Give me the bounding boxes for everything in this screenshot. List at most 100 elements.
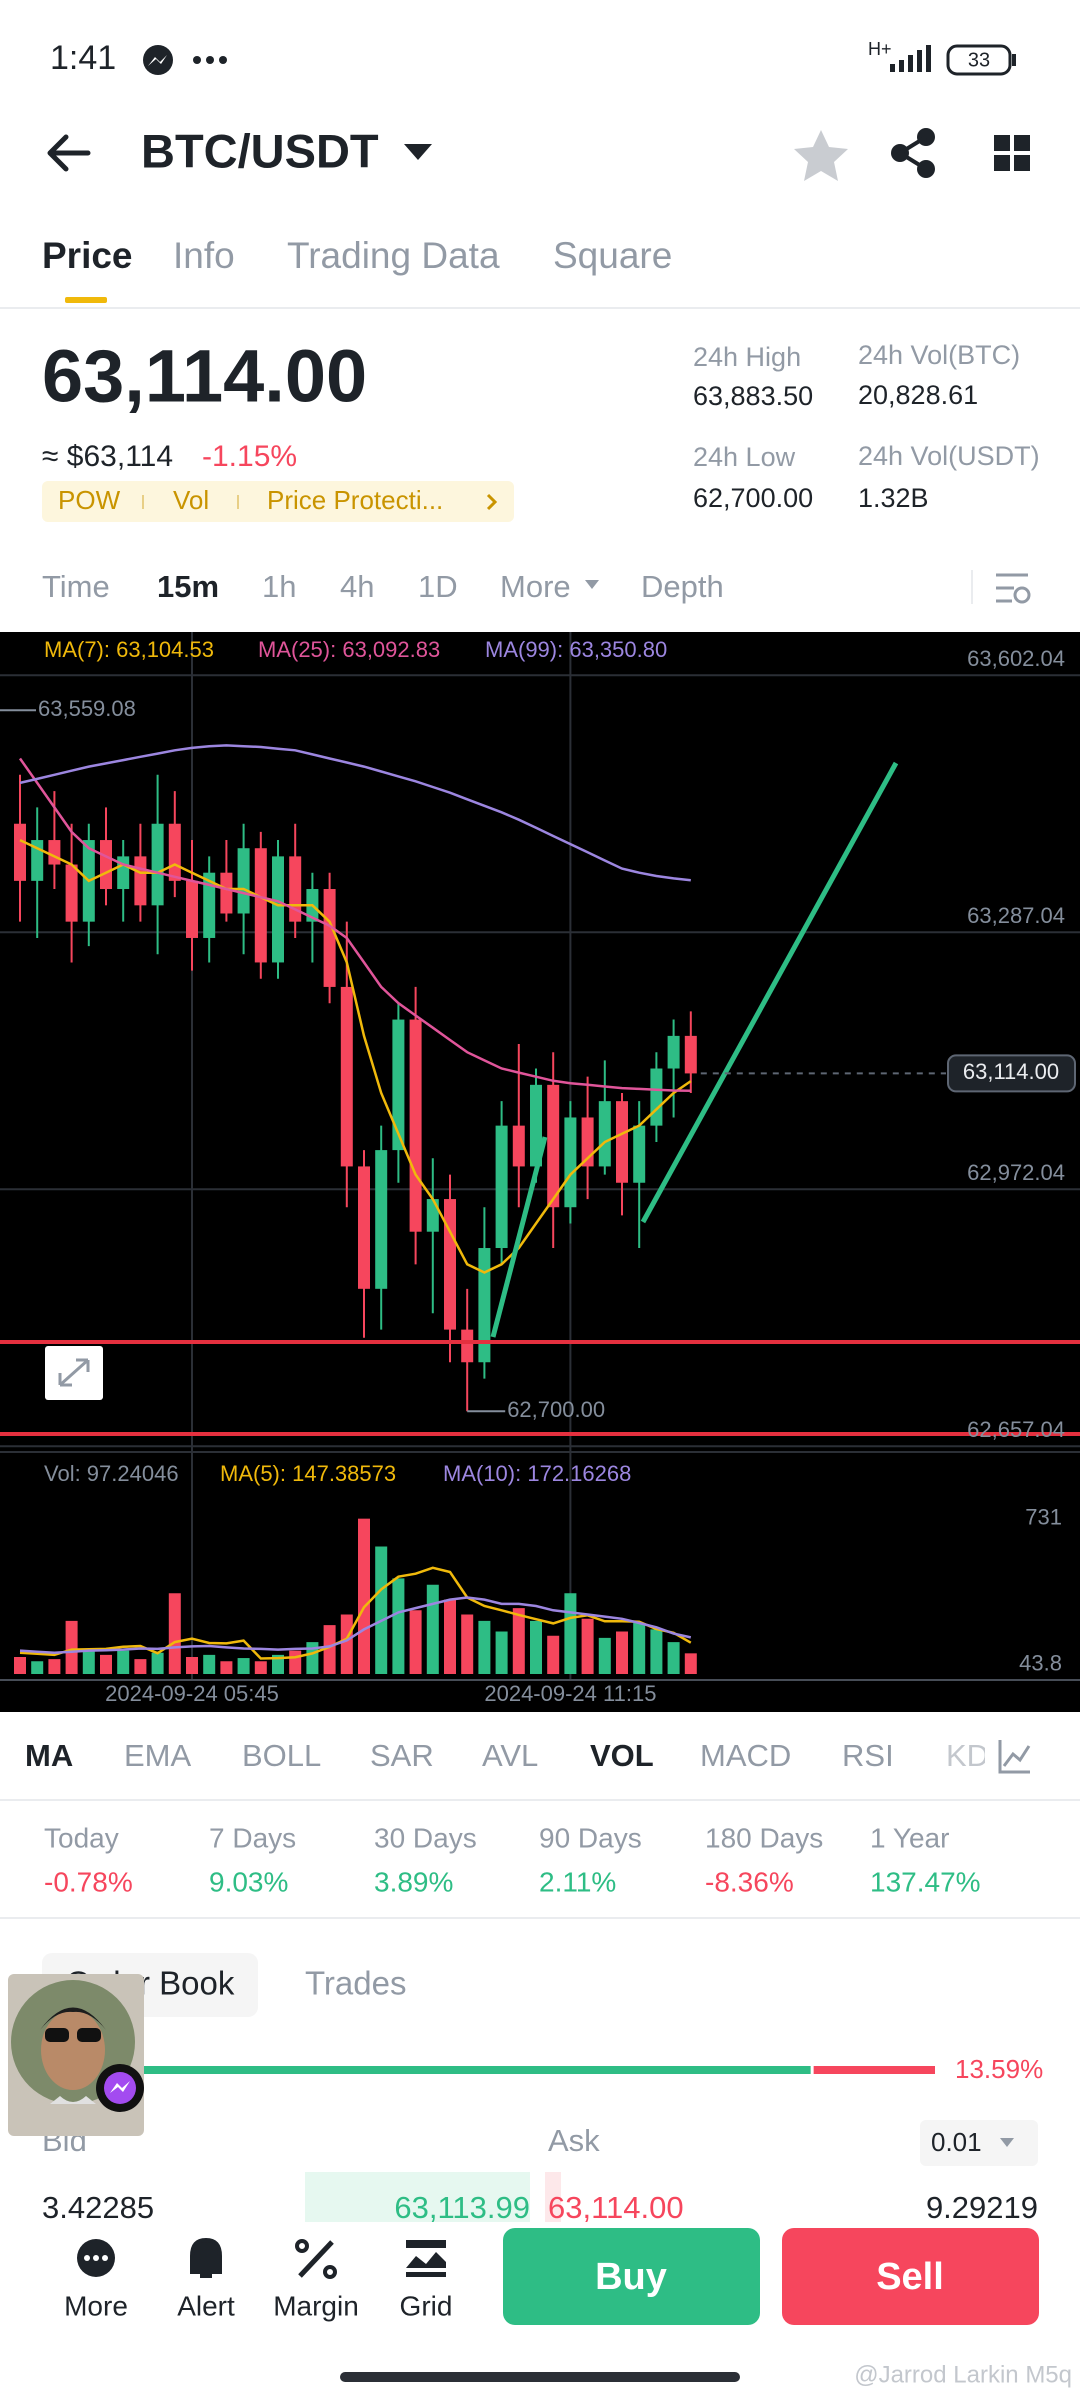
interval[interactable]: 1h (262, 569, 296, 604)
candle-body (151, 823, 164, 906)
battery-level: 33 (968, 49, 990, 71)
volume-bar (31, 1661, 44, 1674)
y-tick-label: 43.8 (1019, 1651, 1062, 1676)
volume-bar (358, 1518, 370, 1674)
ask-amount: 9.29219 (926, 2190, 1038, 2225)
volume-bar (220, 1661, 233, 1674)
indicator[interactable]: AVL (482, 1738, 538, 1773)
stat-value: 63,883.50 (693, 381, 813, 411)
candle-body (495, 1125, 508, 1249)
drawn-trendline (640, 761, 899, 1224)
indicator[interactable]: BOLL (242, 1738, 321, 1773)
volume-bar (409, 1610, 422, 1674)
nav-label[interactable]: More (64, 2290, 128, 2321)
volume-bar (564, 1593, 577, 1674)
expand-button[interactable] (45, 1346, 103, 1400)
tab[interactable]: Info (173, 235, 235, 276)
indicator-settings-icon[interactable] (998, 1740, 1031, 1774)
tab[interactable]: Square (553, 235, 672, 276)
last-price-box (947, 1054, 1076, 1093)
indicator[interactable]: KD (946, 1738, 989, 1773)
nav-icon[interactable] (77, 2239, 115, 2277)
volume-bar (495, 1631, 508, 1674)
sell-button[interactable] (782, 2228, 1039, 2325)
volume-bar (117, 1650, 130, 1674)
share-icon[interactable] (891, 128, 935, 178)
sell-label[interactable]: Sell (876, 2256, 944, 2298)
chat-head[interactable] (8, 1974, 144, 2136)
stat-value: 62,700.00 (693, 483, 813, 513)
stat-label: 24h Vol(USDT) (858, 441, 1040, 471)
interval[interactable]: 4h (340, 569, 374, 604)
back-button[interactable] (47, 134, 91, 172)
chart-settings-icon[interactable] (996, 573, 1031, 604)
buy-label[interactable]: Buy (595, 2256, 667, 2298)
candle-body (14, 823, 26, 881)
indicator[interactable]: MACD (700, 1738, 791, 1773)
status-time: 1:41 (50, 39, 116, 77)
y-tick-label: 63,287.04 (967, 903, 1065, 928)
period-change: 3.89% (374, 1866, 453, 1897)
volume-bar (272, 1654, 284, 1674)
tab[interactable]: Trading Data (287, 235, 500, 276)
interval[interactable]: Time (42, 569, 110, 604)
tag-chevron (486, 493, 498, 511)
favorite-star[interactable] (794, 130, 848, 181)
tab[interactable]: Price (42, 235, 133, 276)
legend-entry: Vol: 97.24046 (44, 1461, 179, 1486)
last-price: 63,114.00 (42, 335, 367, 418)
indicator[interactable]: VOL (590, 1738, 654, 1773)
candle-body (237, 848, 250, 914)
indicator[interactable]: MA (25, 1738, 73, 1773)
indicator[interactable]: RSI (842, 1738, 894, 1773)
volume-bar (48, 1659, 61, 1674)
period-label: 30 Days (374, 1822, 477, 1853)
pair-dropdown[interactable] (404, 144, 432, 160)
interval[interactable]: Depth (641, 569, 724, 604)
volume-bar (426, 1584, 439, 1674)
depth-bg (545, 2172, 561, 2222)
last-price-label: 63,114.00 (963, 1059, 1059, 1084)
layout-icon[interactable] (994, 135, 1030, 171)
stat-label: 24h High (693, 342, 801, 372)
ask-header: Ask (548, 2123, 600, 2158)
buy-button[interactable] (503, 2228, 760, 2325)
indicator[interactable]: EMA (124, 1738, 192, 1773)
nav-label[interactable]: Margin (273, 2290, 359, 2321)
battery-tip (1012, 54, 1016, 66)
period-label: Today (44, 1822, 119, 1853)
period-label: 90 Days (539, 1822, 642, 1853)
order-tab[interactable]: Trades (305, 1965, 406, 2002)
nav-icon[interactable] (406, 2240, 446, 2277)
tag: POW (58, 485, 121, 515)
pair-title[interactable]: BTC/USDT (141, 124, 379, 177)
indicator[interactable]: SAR (370, 1738, 434, 1773)
nav-icon[interactable] (190, 2237, 222, 2278)
period-change: -8.36% (705, 1866, 794, 1897)
drawn-trendline (490, 1136, 548, 1338)
candle-body (444, 1199, 456, 1330)
ma-line (19, 838, 692, 1274)
precision-select[interactable] (920, 2120, 1038, 2166)
tag-bar[interactable] (42, 481, 514, 522)
nav-label[interactable]: Grid (400, 2290, 453, 2321)
interval[interactable]: 15m (157, 569, 219, 604)
candle-body (168, 823, 181, 881)
stat-label: 24h Low (693, 442, 796, 472)
period-label: 180 Days (705, 1822, 823, 1853)
nav-label[interactable]: Alert (177, 2290, 235, 2321)
candle-body (461, 1329, 474, 1363)
x-tick-label: 2024-09-24 11:15 (484, 1681, 656, 1706)
interval[interactable]: 1D (418, 569, 458, 604)
candle-body (650, 1068, 663, 1126)
candle-body (375, 1150, 388, 1289)
messenger-glyph (148, 55, 167, 66)
tag: Price Protecti... (267, 485, 443, 515)
volume-bar (598, 1637, 611, 1674)
x-tick-label: 2024-09-24 05:45 (105, 1681, 279, 1706)
interval[interactable]: More (500, 569, 571, 604)
candle-body (134, 856, 147, 906)
legend-entry: MA(7): 63,104.53 (44, 637, 214, 662)
nav-icon[interactable] (295, 2239, 337, 2279)
price-change: -1.15% (202, 440, 297, 473)
